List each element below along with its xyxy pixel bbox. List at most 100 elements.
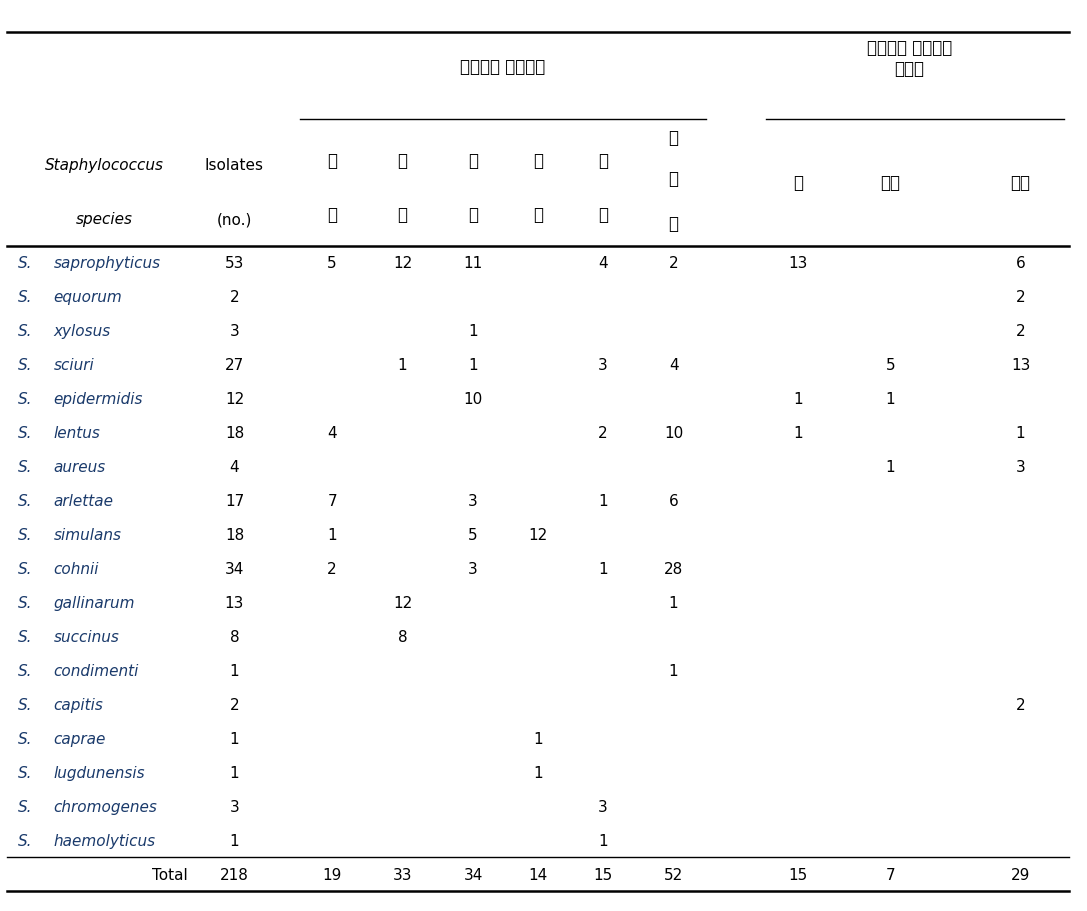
- Text: 28: 28: [664, 561, 684, 577]
- Text: 1: 1: [1015, 425, 1025, 441]
- Text: 완: 완: [533, 151, 544, 169]
- Text: 1: 1: [398, 358, 408, 373]
- Text: S.: S.: [17, 799, 33, 814]
- Text: 18: 18: [225, 527, 245, 543]
- Text: 익: 익: [327, 151, 337, 169]
- Text: S.: S.: [17, 663, 33, 679]
- Text: 52: 52: [664, 867, 684, 882]
- Text: 산: 산: [327, 206, 337, 224]
- Text: 1: 1: [327, 527, 337, 543]
- Text: 3: 3: [468, 494, 478, 508]
- Text: 김: 김: [398, 151, 408, 169]
- Text: epidermidis: epidermidis: [53, 392, 142, 407]
- Text: S.: S.: [17, 630, 33, 644]
- Text: S.: S.: [17, 324, 33, 339]
- Text: 2: 2: [1015, 324, 1025, 339]
- Text: 미세먼지 포집지역: 미세먼지 포집지역: [460, 58, 546, 77]
- Text: S.: S.: [17, 765, 33, 780]
- Text: aureus: aureus: [53, 460, 105, 475]
- Text: 12: 12: [392, 596, 412, 610]
- Text: 1: 1: [229, 663, 239, 679]
- Text: lugdunensis: lugdunensis: [53, 765, 145, 780]
- Text: S.: S.: [17, 256, 33, 271]
- Text: 5: 5: [327, 256, 337, 271]
- Text: 2: 2: [1015, 290, 1025, 305]
- Text: condimenti: condimenti: [53, 663, 139, 679]
- Text: 13: 13: [788, 256, 808, 271]
- Text: succinus: succinus: [53, 630, 120, 644]
- Text: 4: 4: [598, 256, 608, 271]
- Text: 14: 14: [528, 867, 548, 882]
- Text: chromogenes: chromogenes: [53, 799, 158, 814]
- Text: 1: 1: [229, 765, 239, 780]
- Text: 10: 10: [664, 425, 684, 441]
- Text: 1: 1: [886, 460, 896, 475]
- Text: S.: S.: [17, 527, 33, 543]
- Text: 1: 1: [669, 596, 678, 610]
- Text: 12: 12: [528, 527, 548, 543]
- Text: equorum: equorum: [53, 290, 122, 305]
- Text: sciuri: sciuri: [53, 358, 95, 373]
- Text: Staphylococcus: Staphylococcus: [45, 158, 164, 172]
- Text: 1: 1: [598, 561, 608, 577]
- Text: 1: 1: [669, 663, 678, 679]
- Text: 3: 3: [229, 324, 239, 339]
- Text: 53: 53: [225, 256, 245, 271]
- Text: 양: 양: [669, 128, 678, 147]
- Text: 부: 부: [468, 151, 478, 169]
- Text: 1: 1: [598, 833, 608, 848]
- Text: 2: 2: [598, 425, 608, 441]
- Text: 4: 4: [327, 425, 337, 441]
- Text: S.: S.: [17, 697, 33, 712]
- Text: 3: 3: [598, 799, 608, 814]
- Text: S.: S.: [17, 358, 33, 373]
- Text: 13: 13: [225, 596, 245, 610]
- Text: S.: S.: [17, 596, 33, 610]
- Text: 안: 안: [468, 206, 478, 224]
- Text: 7: 7: [886, 867, 896, 882]
- Text: 34: 34: [463, 867, 483, 882]
- Text: 1: 1: [794, 425, 803, 441]
- Text: gallinarum: gallinarum: [53, 596, 135, 610]
- Text: 보: 보: [598, 151, 608, 169]
- Text: 1: 1: [229, 833, 239, 848]
- Text: simulans: simulans: [53, 527, 122, 543]
- Text: cohnii: cohnii: [53, 561, 99, 577]
- Text: 34: 34: [225, 561, 245, 577]
- Text: arlettae: arlettae: [53, 494, 113, 508]
- Text: 6: 6: [669, 494, 678, 508]
- Text: capitis: capitis: [53, 697, 103, 712]
- Text: Isolates: Isolates: [205, 158, 264, 172]
- Text: 밀: 밀: [794, 174, 803, 192]
- Text: 3: 3: [468, 561, 478, 577]
- Text: 3: 3: [229, 799, 239, 814]
- Text: 3: 3: [1015, 460, 1025, 475]
- Text: S.: S.: [17, 494, 33, 508]
- Text: 5: 5: [886, 358, 896, 373]
- Text: S.: S.: [17, 460, 33, 475]
- Text: 19: 19: [323, 867, 341, 882]
- Text: 8: 8: [229, 630, 239, 644]
- Text: (no.): (no.): [216, 212, 252, 227]
- Text: 2: 2: [669, 256, 678, 271]
- Text: 1: 1: [598, 494, 608, 508]
- Text: 2: 2: [1015, 697, 1025, 712]
- Text: 보리: 보리: [880, 174, 900, 192]
- Text: 4: 4: [229, 460, 239, 475]
- Text: 15: 15: [789, 867, 808, 882]
- Text: caprae: caprae: [53, 732, 105, 746]
- Text: 11: 11: [463, 256, 483, 271]
- Text: 33: 33: [392, 867, 412, 882]
- Text: 12: 12: [392, 256, 412, 271]
- Text: 1: 1: [468, 324, 478, 339]
- Text: haemolyticus: haemolyticus: [53, 833, 155, 848]
- Text: 218: 218: [220, 867, 249, 882]
- Text: 18: 18: [225, 425, 245, 441]
- Text: 장: 장: [669, 215, 678, 233]
- Text: 1: 1: [794, 392, 803, 407]
- Text: 17: 17: [225, 494, 245, 508]
- Text: 10: 10: [463, 392, 483, 407]
- Text: saprophyticus: saprophyticus: [53, 256, 161, 271]
- Text: 8: 8: [398, 630, 408, 644]
- Text: 6: 6: [1015, 256, 1025, 271]
